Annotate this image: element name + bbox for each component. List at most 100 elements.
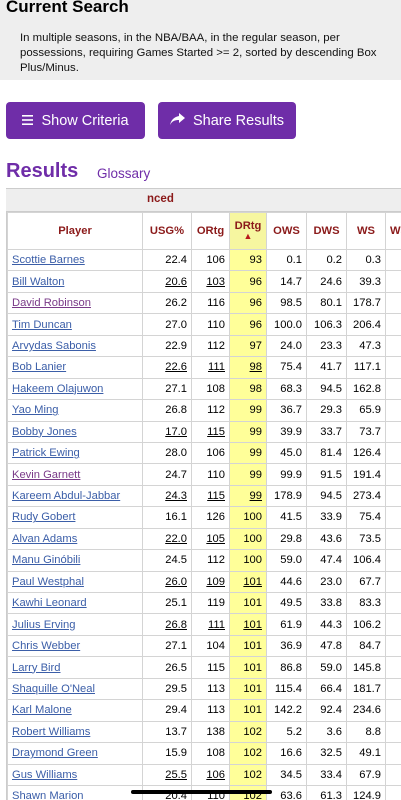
ortg-cell: 106 [191,441,230,465]
player-name[interactable]: Patrick Ewing [12,447,80,460]
player-link[interactable]: Bob Lanier [7,356,143,379]
player-link[interactable]: Kawhi Leonard [7,591,143,615]
player-name[interactable]: Manu Ginóbili [12,554,81,567]
player-name[interactable]: Robert Williams [12,725,91,738]
col-header-usg[interactable]: USG% [142,212,192,250]
ows-cell: 29.8 [266,527,307,551]
player-link[interactable]: Chris Webber [7,634,143,658]
player-link[interactable]: Manu Ginóbili [7,549,143,572]
ortg-cell: 113 [191,677,230,701]
player-link[interactable]: Karl Malone [7,699,143,722]
col-header-ws[interactable]: WS [346,212,386,250]
player-name[interactable]: Julius Erving [12,618,76,631]
glossary-link[interactable]: Glossary [97,166,151,181]
player-link[interactable]: David Robinson [7,291,143,315]
ortg-cell[interactable]: 115 [191,484,230,508]
player-link[interactable]: Alvan Adams [7,527,143,551]
player-name[interactable]: Arvydas Sabonis [12,339,96,352]
drtg-cell: 99 [229,441,267,465]
player-link[interactable]: Robert Williams [7,720,143,744]
usg-cell: 25.1 [142,591,192,615]
player-link[interactable]: Scottie Barnes [7,248,143,272]
ortg-cell[interactable]: 103 [191,270,230,293]
player-link[interactable]: Kevin Garnett [7,463,143,486]
ortg-cell[interactable]: 106 [191,763,230,786]
player-link[interactable]: Hakeem Olajuwon [7,377,143,401]
player-link[interactable]: Kareem Abdul-Jabbar [7,484,143,508]
player-name[interactable]: Scottie Barnes [12,254,85,267]
player-name[interactable]: Bill Walton [12,275,65,288]
usg-cell[interactable]: 25.5 [142,763,192,786]
player-name[interactable]: Gus Williams [12,768,78,781]
usg-cell[interactable]: 26.0 [142,570,192,594]
table-row: Yao Ming 26.8 112 99 36.7 29.3 65.9 [7,399,401,422]
usg-cell[interactable]: 24.3 [142,484,192,508]
current-search-title: Current Search [6,0,129,16]
dws-cell: 23.3 [306,334,347,358]
col-header-player[interactable]: Player [7,212,143,250]
col-header-ws-48[interactable]: WS [385,212,401,250]
dws-cell: 32.5 [306,742,347,765]
player-link[interactable]: Paul Westphal [7,570,143,594]
player-name[interactable]: Paul Westphal [12,575,84,588]
col-header-ortg[interactable]: ORtg [191,212,230,250]
usg-cell[interactable]: 22.6 [142,356,192,379]
player-link[interactable]: Shawn Marion [7,784,143,800]
player-link[interactable]: Gus Williams [7,763,143,786]
drtg-cell[interactable]: 101 [229,570,267,594]
player-name[interactable]: Yao Ming [12,404,59,417]
ows-cell: 115.4 [266,677,307,701]
player-link[interactable]: Bobby Jones [7,420,143,443]
player-name[interactable]: David Robinson [12,297,91,310]
player-link[interactable]: Julius Erving [7,613,143,636]
ws-cell: 39.3 [346,270,386,293]
player-link[interactable]: Arvydas Sabonis [7,334,143,358]
usg-cell[interactable]: 20.6 [142,270,192,293]
ws-48-cell [385,527,401,551]
player-name[interactable]: Bob Lanier [12,361,67,374]
player-name[interactable]: Shawn Marion [12,790,84,800]
player-name[interactable]: Larry Bird [12,661,61,674]
show-criteria-button[interactable]: Show Criteria [6,102,145,139]
player-link[interactable]: Shaquille O'Neal [7,677,143,701]
results-table-container[interactable]: Player USG% ORtg DRtg ▲ OWS DWS WS WS Sc… [6,212,401,800]
player-link[interactable]: Rudy Gobert [7,506,143,529]
player-name[interactable]: Karl Malone [12,704,72,717]
col-header-ows[interactable]: OWS [266,212,307,250]
drtg-cell: 96 [229,313,267,336]
drtg-cell[interactable]: 101 [229,613,267,636]
ortg-cell[interactable]: 105 [191,527,230,551]
ortg-cell[interactable]: 115 [191,420,230,443]
player-name[interactable]: Kawhi Leonard [12,597,87,610]
dws-cell: 33.4 [306,763,347,786]
player-name[interactable]: Rudy Gobert [12,511,76,524]
player-name[interactable]: Tim Duncan [12,318,72,331]
player-name[interactable]: Hakeem Olajuwon [12,382,104,395]
share-results-button[interactable]: Share Results [158,102,296,139]
player-name[interactable]: Kevin Garnett [12,468,81,481]
usg-cell[interactable]: 22.0 [142,527,192,551]
player-link[interactable]: Larry Bird [7,656,143,679]
col-header-dws[interactable]: DWS [306,212,347,250]
drtg-cell[interactable]: 98 [229,356,267,379]
player-name[interactable]: Bobby Jones [12,425,77,438]
player-name[interactable]: Kareem Abdul-Jabbar [12,490,121,503]
usg-cell: 22.9 [142,334,192,358]
player-name[interactable]: Chris Webber [12,640,81,653]
player-name[interactable]: Shaquille O'Neal [12,682,95,695]
usg-cell[interactable]: 26.8 [142,613,192,636]
ortg-cell[interactable]: 111 [191,613,230,636]
player-link[interactable]: Bill Walton [7,270,143,293]
col-header-drtg[interactable]: DRtg ▲ [229,212,267,250]
player-link[interactable]: Draymond Green [7,742,143,765]
dws-cell: 3.6 [306,720,347,744]
ortg-cell[interactable]: 111 [191,356,230,379]
player-link[interactable]: Patrick Ewing [7,441,143,465]
player-link[interactable]: Tim Duncan [7,313,143,336]
player-link[interactable]: Yao Ming [7,399,143,422]
drtg-cell[interactable]: 99 [229,484,267,508]
ortg-cell[interactable]: 109 [191,570,230,594]
usg-cell[interactable]: 17.0 [142,420,192,443]
player-name[interactable]: Draymond Green [12,747,98,760]
player-name[interactable]: Alvan Adams [12,532,78,545]
